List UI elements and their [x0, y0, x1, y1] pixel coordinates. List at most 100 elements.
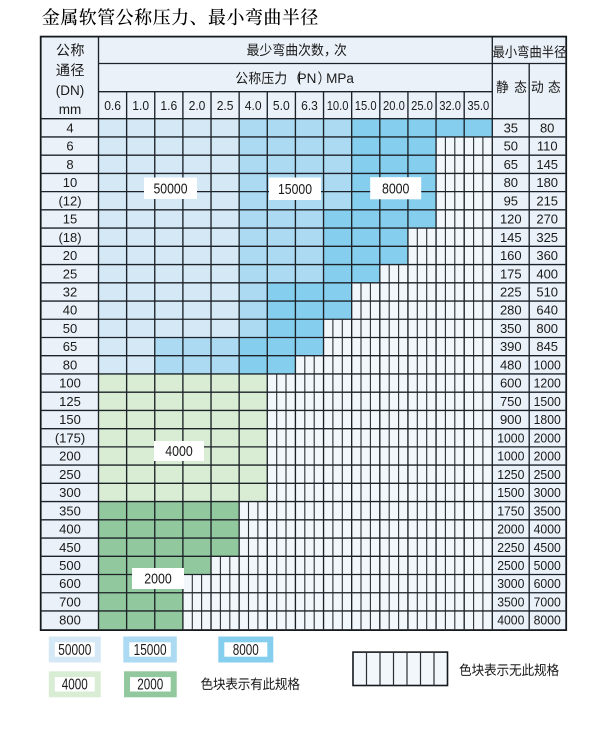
svg-text:3500: 3500	[497, 595, 524, 610]
svg-text:3500: 3500	[534, 503, 561, 518]
svg-text:(175): (175)	[55, 430, 85, 445]
svg-text:65: 65	[504, 157, 518, 172]
svg-text:1800: 1800	[534, 412, 561, 427]
svg-text:MPa: MPa	[326, 71, 354, 86]
svg-text:350: 350	[500, 321, 522, 336]
svg-text:480: 480	[500, 357, 522, 372]
svg-text:360: 360	[536, 248, 558, 263]
svg-text:900: 900	[500, 412, 522, 427]
svg-text:450: 450	[59, 540, 81, 555]
svg-text:5000: 5000	[534, 558, 561, 573]
svg-text:4000: 4000	[165, 443, 193, 460]
svg-text:8: 8	[66, 157, 73, 172]
svg-text:145: 145	[500, 230, 522, 245]
svg-text:325: 325	[536, 230, 558, 245]
svg-text:20: 20	[63, 248, 77, 263]
svg-text:(12): (12)	[58, 193, 81, 208]
svg-text:32: 32	[63, 285, 77, 300]
svg-text:PN: PN	[298, 71, 317, 86]
svg-text:8000: 8000	[233, 642, 259, 659]
svg-text:350: 350	[59, 503, 81, 518]
svg-text:280: 280	[500, 303, 522, 318]
svg-text:1200: 1200	[534, 376, 561, 391]
svg-text:300: 300	[59, 485, 81, 500]
svg-text:1250: 1250	[497, 467, 524, 482]
svg-text:125: 125	[59, 394, 81, 409]
svg-text:640: 640	[536, 303, 558, 318]
svg-text:35: 35	[504, 120, 518, 135]
svg-text:1000: 1000	[497, 449, 524, 464]
svg-text:6: 6	[66, 139, 73, 154]
svg-text:10.0: 10.0	[327, 98, 349, 113]
svg-text:400: 400	[536, 266, 558, 281]
svg-text:15000: 15000	[134, 642, 167, 659]
svg-text:50000: 50000	[58, 642, 91, 659]
svg-text:3000: 3000	[497, 576, 524, 591]
svg-text:4000: 4000	[62, 677, 88, 694]
svg-text:8000: 8000	[382, 180, 410, 197]
svg-text:2.0: 2.0	[189, 98, 206, 113]
svg-text:1.6: 1.6	[160, 98, 177, 113]
svg-text:50000: 50000	[154, 180, 188, 197]
svg-text:600: 600	[59, 576, 81, 591]
svg-text:4000: 4000	[497, 613, 524, 628]
svg-text:2000: 2000	[144, 571, 172, 588]
svg-text:510: 510	[536, 285, 558, 300]
svg-text:1750: 1750	[497, 503, 524, 518]
svg-text:200: 200	[59, 449, 81, 464]
svg-text:3000: 3000	[534, 485, 561, 500]
svg-text:40: 40	[63, 303, 77, 318]
svg-text:4000: 4000	[534, 522, 561, 537]
svg-text:2000: 2000	[534, 449, 561, 464]
svg-text:1000: 1000	[534, 357, 561, 372]
svg-text:80: 80	[540, 120, 554, 135]
svg-text:800: 800	[59, 613, 81, 628]
svg-text:800: 800	[536, 321, 558, 336]
svg-text:8000: 8000	[534, 613, 561, 628]
svg-text:4: 4	[66, 120, 73, 135]
svg-text:250: 250	[59, 467, 81, 482]
svg-text:110: 110	[537, 139, 558, 154]
svg-text:mm: mm	[59, 102, 82, 117]
svg-text:4.0: 4.0	[245, 98, 262, 113]
svg-text:400: 400	[59, 522, 81, 537]
svg-text:7000: 7000	[534, 595, 561, 610]
svg-text:50: 50	[63, 321, 77, 336]
svg-text:4500: 4500	[534, 540, 561, 555]
svg-text:2500: 2500	[534, 467, 561, 482]
svg-text:500: 500	[59, 558, 81, 573]
svg-text:2.5: 2.5	[217, 98, 234, 113]
svg-text:20.0: 20.0	[383, 98, 405, 113]
svg-text:2000: 2000	[497, 522, 524, 537]
svg-text:100: 100	[59, 376, 81, 391]
svg-text:25.0: 25.0	[411, 98, 433, 113]
svg-text:1.0: 1.0	[132, 98, 149, 113]
svg-text:5.0: 5.0	[273, 98, 290, 113]
svg-text:845: 845	[536, 339, 558, 354]
svg-text:15: 15	[63, 212, 77, 227]
svg-text:390: 390	[500, 339, 522, 354]
svg-text:0.6: 0.6	[104, 98, 121, 113]
svg-text:95: 95	[504, 193, 518, 208]
svg-text:80: 80	[504, 175, 518, 190]
svg-text:32.0: 32.0	[439, 98, 461, 113]
svg-text:1500: 1500	[497, 485, 524, 500]
svg-text:175: 175	[500, 266, 522, 281]
svg-text:270: 270	[536, 212, 558, 227]
svg-text:15000: 15000	[278, 181, 312, 198]
svg-text:215: 215	[536, 193, 558, 208]
svg-text:6.3: 6.3	[301, 98, 318, 113]
svg-text:600: 600	[500, 376, 522, 391]
svg-text:6000: 6000	[534, 576, 561, 591]
svg-text:700: 700	[59, 595, 81, 610]
svg-text:160: 160	[500, 248, 522, 263]
svg-text:(DN): (DN)	[56, 83, 85, 98]
svg-text:65: 65	[63, 339, 77, 354]
svg-text:50: 50	[504, 139, 518, 154]
svg-text:35.0: 35.0	[467, 98, 489, 113]
svg-text:150: 150	[59, 412, 81, 427]
svg-text:15.0: 15.0	[355, 98, 377, 113]
svg-text:2500: 2500	[497, 558, 524, 573]
svg-text:2250: 2250	[497, 540, 524, 555]
svg-text:1500: 1500	[534, 394, 561, 409]
